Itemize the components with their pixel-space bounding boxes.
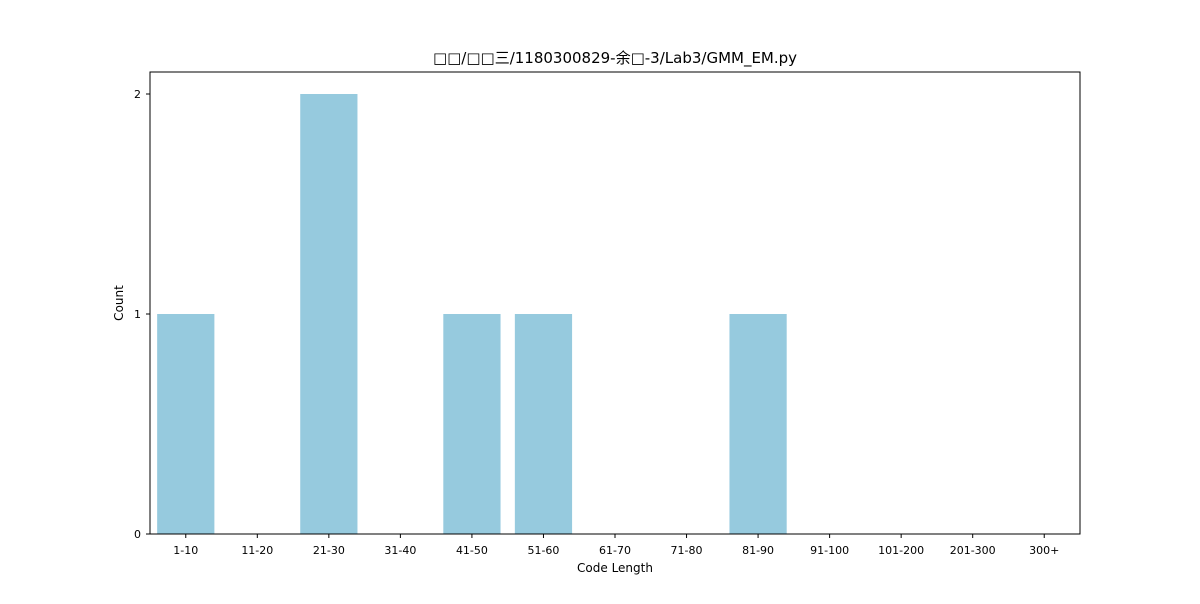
- x-tick-label: 11-20: [241, 544, 273, 557]
- x-tick-label: 81-90: [742, 544, 774, 557]
- bars-group: [157, 94, 787, 534]
- bar-81-90: [729, 314, 787, 534]
- x-tick-label: 300+: [1029, 544, 1059, 557]
- bar-1-10: [157, 314, 215, 534]
- y-axis-label: Count: [112, 285, 126, 321]
- x-tick-label: 71-80: [671, 544, 703, 557]
- x-tick-label: 61-70: [599, 544, 631, 557]
- x-axis-ticks: 1-10 11-20 21-30 31-40 41-50 51-60 61-70 71-80 8…: [173, 534, 1059, 557]
- y-tick-label: 0: [134, 528, 141, 541]
- y-tick-label: 2: [134, 88, 141, 101]
- x-tick-label: 51-60: [527, 544, 559, 557]
- x-tick-label: 21-30: [313, 544, 345, 557]
- y-tick-label: 1: [134, 308, 141, 321]
- plot-frame: [149, 71, 1081, 535]
- x-tick-label: 1-10: [173, 544, 198, 557]
- y-axis-ticks: 0 1 2: [134, 88, 150, 541]
- x-tick-label: 91-100: [810, 544, 849, 557]
- chart-title: □□/□□三/1180300829-余□-3/Lab3/GMM_EM.py: [433, 49, 797, 68]
- x-axis-label: Code Length: [577, 561, 653, 575]
- bar-21-30: [300, 94, 358, 534]
- x-tick-label: 101-200: [878, 544, 924, 557]
- x-tick-label: 41-50: [456, 544, 488, 557]
- bar-51-60: [514, 314, 573, 534]
- x-tick-label: 201-300: [950, 544, 996, 557]
- bar-41-50: [443, 314, 501, 534]
- x-tick-label: 31-40: [384, 544, 416, 557]
